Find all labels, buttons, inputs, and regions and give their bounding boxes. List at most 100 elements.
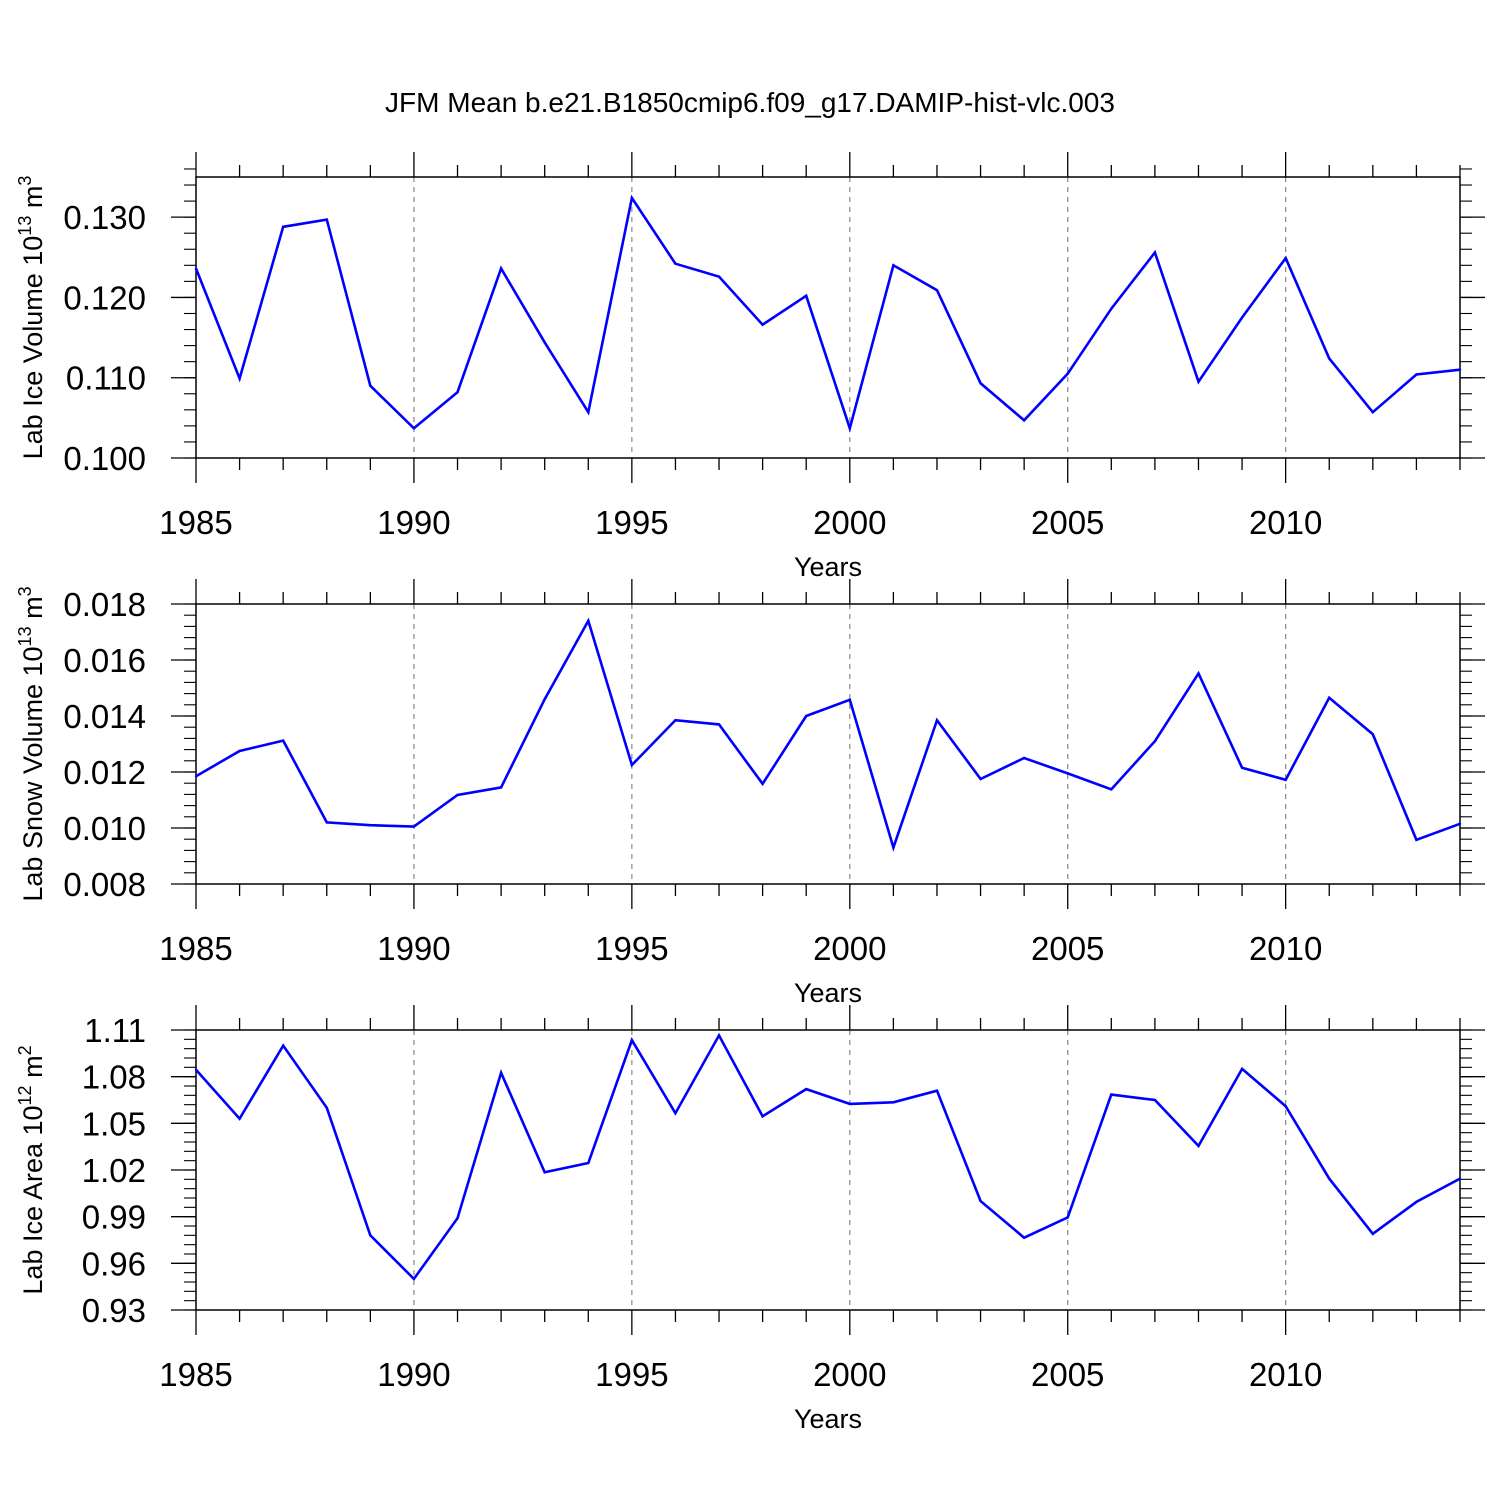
y-axis-label-exponent: 12 [15,1085,35,1105]
data-point [238,1117,241,1120]
data-point [412,427,416,430]
y-axis-label: Lab Ice Area 1012 m2 [15,1045,48,1294]
plot-frame [195,603,1461,885]
data-point [1240,766,1244,769]
data-point [630,1038,634,1042]
x-tick-label: 2005 [1031,1356,1104,1393]
data-point [1458,822,1462,825]
data-point [281,739,285,742]
x-tick-label: 1990 [377,1356,450,1393]
data-point [674,262,677,265]
y-axis-label-exponent: 13 [15,216,35,236]
data-point [1240,1067,1244,1071]
data-point [543,341,546,344]
y-tick-label: 1.08 [82,1059,146,1096]
data-point [238,377,241,380]
y-tick-label: 0.96 [82,1245,146,1282]
y-tick-label: 0.93 [82,1292,146,1329]
data-point [935,719,939,722]
x-tick-label: 2005 [1031,504,1104,541]
series-line-lab-ice-area [195,1032,1461,1281]
x-tick-label: 1985 [159,1356,232,1393]
data-point [630,763,634,767]
data-point [1458,1177,1462,1180]
data-point [1284,256,1287,260]
chart-panel-2: 0.008 0.010 0.012 0.014 0.016 0.018 1985 1990 19… [15,579,1485,1008]
data-point [587,411,590,414]
data-point [848,427,851,430]
data-point [979,382,982,385]
y-axis-label: Lab Ice Volume 1013 m3 [15,176,48,460]
data-point [1415,373,1418,376]
data-point [1328,1177,1331,1180]
data-point [543,1171,546,1174]
data-point [1240,316,1244,319]
data-point [587,1161,590,1165]
y-tick-label: 0.100 [63,440,146,477]
data-point [805,1087,808,1091]
y-tick-label: 0.99 [82,1199,146,1236]
data-point [194,775,198,778]
data-point [1371,1232,1375,1235]
chart-panel-1: 0.100 0.110 0.120 0.130 1985 1990 1995 2000 2005… [15,152,1485,582]
data-point [456,793,459,797]
data-point [543,698,546,701]
x-axis-label: Years [794,978,862,1008]
data-point [717,723,721,726]
figure-title: JFM Mean b.e21.B1850cmip6.f09_g17.DAMIP-… [385,87,1115,118]
data-point [499,267,503,270]
data-point [369,824,372,827]
data-point [935,1089,939,1092]
y-tick-label: 1.02 [82,1152,146,1189]
data-point [1284,1105,1287,1108]
y-tick-label: 1.05 [82,1105,146,1142]
y-axis-label-main: Lab Ice Area 10 [18,1105,48,1294]
plot-frame [195,1029,1461,1311]
data-point [717,1034,721,1037]
y-axis-label-unit: m [18,1055,48,1085]
data-point [1022,756,1026,760]
y-axis-label-main: Lab Snow Volume 10 [18,646,48,901]
data-point [499,1071,503,1074]
y-axis-label-main: Lab Ice Volume 10 [18,236,48,460]
y-tick-label: 0.010 [63,810,146,847]
data-point [892,264,895,267]
x-tick-label: 1985 [159,504,232,541]
y-axis-label: Lab Snow Volume 1013 m3 [15,586,48,901]
data-point [499,786,503,789]
data-point [674,1112,677,1115]
data-point [1022,1236,1026,1239]
data-point [1284,778,1287,782]
data-point [1415,1200,1418,1204]
data-point [1197,672,1200,675]
data-point [587,619,590,622]
data-point [761,1115,764,1118]
data-point [1197,380,1200,383]
data-point [194,1068,198,1071]
series-line-lab-snow-volume [195,617,1461,852]
data-point [979,777,982,781]
x-tick-label: 1995 [595,1356,668,1393]
y-tick-label: 1.11 [84,1012,146,1049]
data-point [848,1102,851,1106]
x-axis-label: Years [794,552,862,582]
x-tick-label: 1995 [595,930,668,967]
data-point [1458,368,1462,371]
data-point [1066,1216,1069,1219]
y-tick-label: 0.018 [63,586,146,623]
data-point [1415,838,1418,841]
x-tick-label: 2000 [813,1356,886,1393]
data-point [325,218,328,221]
series-line-lab-ice-volume [194,194,1461,433]
data-point [630,196,634,200]
data-point [325,821,328,824]
x-tick-label: 1990 [377,504,450,541]
data-point [1371,411,1375,414]
x-tick-label: 1985 [159,930,232,967]
data-point [238,749,241,753]
x-tick-label: 2000 [813,930,886,967]
data-point [717,275,721,278]
y-axis-label-unit-exponent: 3 [15,586,35,596]
data-point [1328,696,1331,699]
data-point [369,384,372,387]
